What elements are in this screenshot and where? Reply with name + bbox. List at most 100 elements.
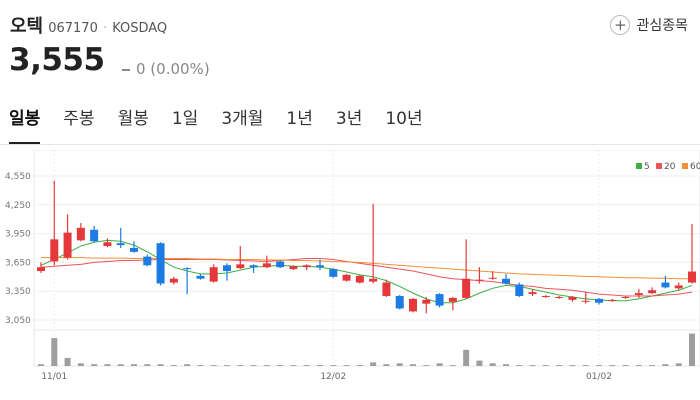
volume-bar	[117, 364, 124, 366]
volume-bar	[596, 365, 602, 366]
stock-code: 067170	[48, 21, 98, 36]
volume-bar	[675, 363, 682, 366]
candle-body	[262, 263, 271, 268]
candle-body	[50, 239, 59, 262]
volume-bar	[330, 365, 337, 366]
candle-body	[661, 282, 670, 288]
volume-bar	[317, 365, 323, 366]
candle-body	[196, 275, 205, 279]
candle-body	[515, 284, 524, 296]
y-tick-label: 3,950	[5, 230, 31, 240]
candle-body	[169, 278, 178, 283]
period-tab[interactable]: 일봉	[9, 100, 41, 144]
candle-body	[541, 296, 550, 297]
volume-bar	[436, 363, 443, 366]
plus-icon: +	[610, 15, 631, 35]
candle-body	[448, 297, 457, 302]
volume-bar	[64, 357, 71, 366]
volume-bar	[449, 365, 456, 366]
candle-body	[608, 299, 617, 301]
period-tab[interactable]: 3개월	[221, 109, 264, 129]
volume-bar	[170, 365, 177, 366]
volume-bar	[383, 364, 390, 366]
volume-bar	[569, 365, 576, 366]
volume-bar	[277, 365, 284, 366]
period-tab[interactable]: 3년	[335, 109, 363, 129]
legend-swatch	[636, 163, 642, 169]
volume-bar	[609, 365, 616, 366]
volume-bar	[237, 365, 244, 366]
volume-bar	[635, 365, 642, 366]
change-text: 0 (0.00%)	[136, 60, 210, 78]
candle-body	[475, 279, 484, 281]
x-tick-label: 11/01	[41, 372, 67, 382]
legend-label: 20	[664, 162, 676, 172]
candle-body	[302, 265, 311, 268]
candle-body	[688, 271, 696, 283]
candle-body	[555, 296, 564, 298]
candle-body	[502, 278, 510, 284]
volume-bar	[396, 363, 403, 366]
stock-name: 오텍	[10, 16, 44, 37]
candle-body	[595, 298, 603, 303]
volume-bar	[250, 365, 257, 366]
volume-bar	[410, 364, 416, 366]
chart: 3,050 3,350 3,650 3,950 4,250 4,550 11/01 12/02…	[5, 150, 700, 382]
candle-body	[289, 266, 298, 270]
period-tab[interactable]: 10년	[385, 109, 423, 129]
moving-average-line	[40, 258, 693, 297]
legend-swatch	[656, 163, 662, 169]
candle-body	[37, 267, 45, 272]
candle-body	[355, 275, 364, 283]
watch-button[interactable]: + 관심종목	[610, 15, 688, 35]
watch-label: 관심종목	[636, 18, 688, 34]
candle-body	[183, 268, 192, 270]
volume-bar	[131, 364, 137, 366]
volume-bar	[91, 364, 98, 366]
candle-body	[488, 277, 497, 279]
volume-bar	[290, 365, 297, 366]
period-tab[interactable]: 1일	[171, 109, 199, 129]
volume-bar	[263, 365, 270, 366]
volume-bar	[224, 365, 230, 366]
market: KOSDAQ	[112, 21, 168, 36]
candle-body	[342, 274, 351, 281]
candle-body	[223, 265, 231, 272]
price-change: 0 (0.00%)	[122, 60, 210, 78]
x-tick-label: 01/02	[586, 372, 612, 382]
candle-body	[634, 293, 643, 296]
legend-label: 5	[644, 162, 650, 172]
candle-body	[130, 248, 138, 252]
candle-body	[90, 229, 99, 242]
candle-body	[568, 296, 577, 300]
volume-bar	[516, 365, 523, 366]
candle-body	[103, 242, 112, 247]
y-tick-label: 4,550	[5, 172, 31, 182]
volume-bar	[423, 365, 430, 366]
volume-bar	[529, 365, 536, 366]
legend-swatch	[682, 163, 688, 169]
volume-bar	[303, 365, 310, 366]
moving-average-line	[40, 239, 693, 304]
volume-bar	[370, 362, 377, 366]
candle-body	[648, 290, 657, 294]
volume-bar	[104, 364, 111, 366]
candle-body	[435, 294, 444, 306]
legend-label: 60	[690, 162, 700, 172]
volume-bar	[197, 365, 204, 366]
candle-body	[116, 243, 125, 246]
candle-body	[409, 298, 417, 312]
period-tab[interactable]: 주봉	[63, 109, 95, 129]
y-tick-label: 4,250	[5, 201, 31, 211]
y-tick-label: 3,050	[5, 316, 31, 326]
volume-bar	[649, 365, 656, 366]
candle-body	[156, 243, 165, 284]
period-tab[interactable]: 1년	[286, 109, 313, 129]
volume-bar	[184, 364, 191, 366]
candle-body	[63, 232, 72, 258]
plot-frame	[33, 150, 700, 367]
period-tab[interactable]: 월봉	[117, 109, 149, 129]
volume-bar	[144, 364, 151, 366]
header: 오텍 067170 · KOSDAQ	[10, 12, 167, 38]
volume-bar	[503, 364, 509, 366]
